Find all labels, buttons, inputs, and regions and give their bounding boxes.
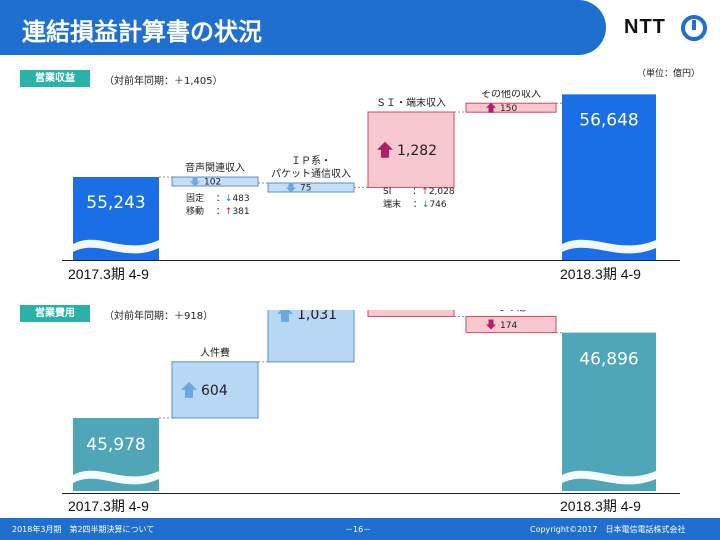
end-total-bar (562, 332, 656, 491)
footer-bar: 2018年3月期 第2四半期決算について －16－ Copyright©2017… (0, 518, 720, 540)
delta-value-label: 1,031 (297, 310, 337, 323)
bar-wave (562, 239, 656, 254)
detail-arrow: ↑ (224, 207, 233, 217)
category-label: ＳＩ・端末収入 (376, 96, 446, 109)
detail-row: SI ：↑2,028 (383, 187, 455, 197)
total-value-label: 45,978 (86, 435, 145, 455)
footer-page-number: －16－ (345, 525, 372, 534)
category-label: パケット通信収入 (271, 168, 351, 180)
delta-value-label: 150 (500, 104, 517, 114)
expense-baseline (62, 493, 680, 494)
category-label: ＩＰ系・ (291, 155, 331, 167)
revenue-tag: 営業収益 (20, 70, 90, 87)
arrow-up-icon (486, 102, 496, 113)
delta-value-label: 174 (500, 321, 517, 331)
delta-bar (367, 310, 455, 317)
detail-arrow: ↑ (421, 187, 429, 197)
page-title: 連結損益計算書の状況 (22, 18, 262, 46)
detail-arrow: ↓ (421, 200, 430, 210)
expense-start-period: 2017.3期 4-9 (68, 498, 149, 514)
si-detail-list: SI ：↑2,028 端末 ：↓746 (383, 186, 455, 212)
footer-title: 2018年3月期 第2四半期決算について (12, 525, 155, 534)
expense-end-period: 2018.3期 4-9 (560, 498, 641, 514)
category-label: その他の収入 (481, 90, 541, 100)
expense-waterfall-chart: 45,978604人件費1,031経費543減価償却費・除却費174その他46,… (73, 310, 656, 491)
arrow-down-icon (486, 319, 496, 330)
detail-item: SI (383, 187, 392, 197)
detail-item: 固定 (186, 194, 205, 204)
detail-item: 端末 (383, 200, 402, 210)
delta-value-label: 1,282 (397, 143, 437, 159)
expense-tag: 営業費用 (20, 305, 90, 322)
unit-label: （単位：億円） (636, 69, 700, 79)
detail-item: 移動 (186, 207, 205, 217)
delta-bar (171, 176, 259, 187)
detail-value: 746 (429, 200, 447, 210)
category-label: その他 (496, 310, 526, 313)
detail-row: 移動 ：↑381 (186, 207, 250, 217)
revenue-change-note: （対前年同期：＋1,405） (104, 76, 223, 87)
arrow-down-icon (286, 182, 296, 193)
delta-value-label: 604 (201, 383, 228, 399)
end-total-bar (562, 94, 656, 260)
arrow-up-icon (277, 310, 293, 322)
category-label: 音声関連収入 (185, 161, 245, 174)
detail-arrow: ↓ (224, 194, 233, 204)
header-bar: 連結損益計算書の状況 (0, 0, 606, 55)
arrow-up-icon (377, 141, 393, 158)
total-value-label: 56,648 (579, 110, 638, 130)
total-value-label: 46,896 (579, 350, 638, 370)
revenue-end-period: 2018.3期 4-9 (560, 266, 641, 282)
ntt-logo-icon (681, 15, 707, 41)
bar-wave (562, 470, 656, 485)
company-logo: NTT (624, 14, 714, 44)
voice-detail-list: 固定 ：↓483 移動 ：↑381 (186, 193, 250, 219)
arrow-down-icon (190, 176, 200, 187)
revenue-waterfall-chart: 55,243 102 音声関連収入 75 ＩＰ系・パケット通信収入 1,282 ＳＩ・端末収… (73, 90, 656, 260)
bar-wave (73, 470, 159, 485)
delta-bar (465, 102, 557, 113)
detail-value: 2,028 (428, 187, 455, 197)
detail-row: 端末 ：↓746 (383, 200, 447, 210)
logo-text: NTT (624, 16, 666, 38)
delta-value-label: 75 (300, 184, 311, 194)
footer-copyright: Copyright©2017 日本電信電話株式会社 (530, 525, 686, 534)
bar-wave (73, 239, 159, 254)
detail-row: 固定 ：↓483 (186, 194, 250, 204)
detail-value: 381 (232, 207, 250, 217)
revenue-start-period: 2017.3期 4-9 (68, 266, 149, 282)
expense-change-note: （対前年同期：＋918） (104, 311, 214, 322)
delta-value-label: 102 (204, 178, 221, 188)
total-value-label: 55,243 (86, 193, 145, 213)
detail-value: 483 (232, 194, 250, 204)
category-label: 人件費 (200, 346, 230, 359)
arrow-up-icon (181, 381, 197, 398)
revenue-baseline (62, 260, 680, 261)
